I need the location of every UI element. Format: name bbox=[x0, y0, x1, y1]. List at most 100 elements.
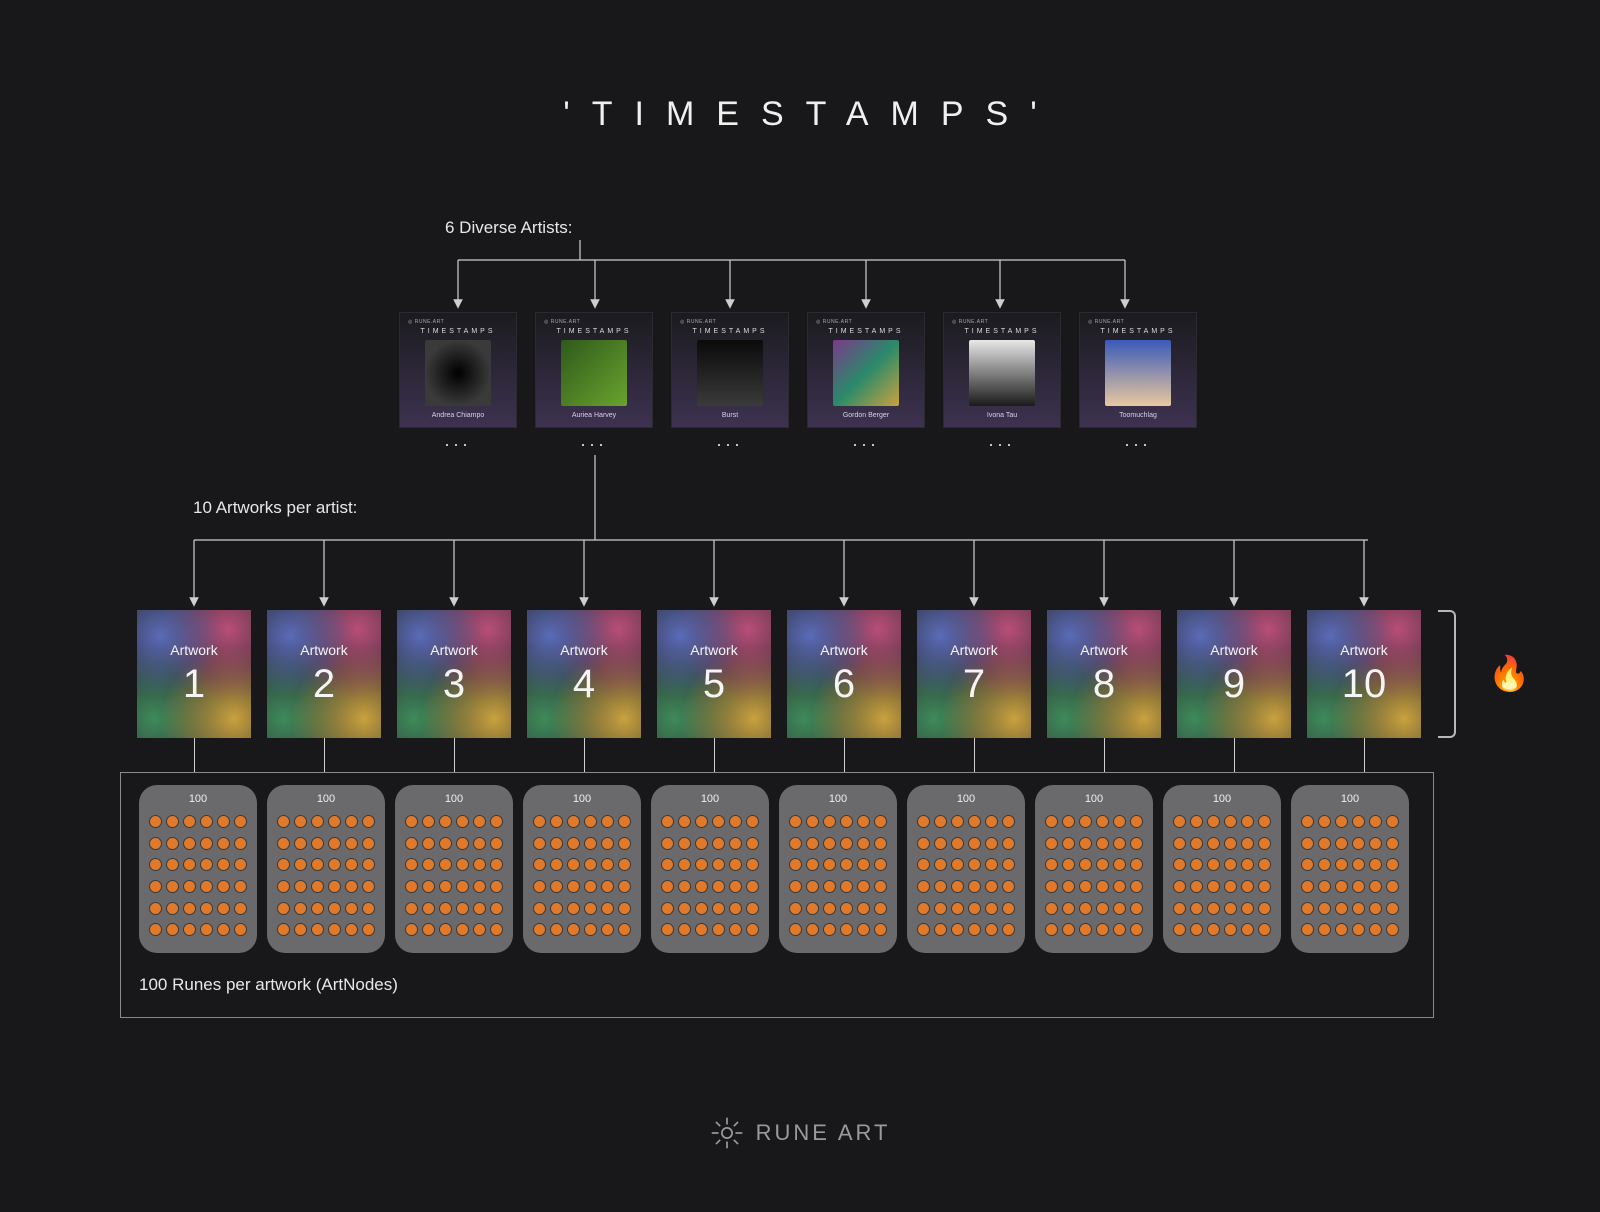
rune-dot bbox=[1318, 902, 1331, 915]
rune-dot bbox=[294, 858, 307, 871]
rune-dot bbox=[874, 858, 887, 871]
rune-dot bbox=[1335, 902, 1348, 915]
artist-card-brand: ◎ RUNE.ART bbox=[816, 319, 852, 325]
rune-dot bbox=[874, 880, 887, 893]
rune-dot bbox=[1258, 815, 1271, 828]
rune-dot bbox=[473, 858, 486, 871]
rune-dot bbox=[1335, 880, 1348, 893]
artwork-card: Artwork10 bbox=[1307, 610, 1421, 738]
rune-dot bbox=[234, 858, 247, 871]
rune-dot bbox=[857, 923, 870, 936]
rune-dot bbox=[439, 880, 452, 893]
rune-dot bbox=[951, 880, 964, 893]
rune-dot bbox=[712, 858, 725, 871]
rune-dot bbox=[601, 902, 614, 915]
rune-dot bbox=[1096, 815, 1109, 828]
rune-dot bbox=[1386, 902, 1399, 915]
rune-dot bbox=[584, 815, 597, 828]
rune-dot bbox=[618, 923, 631, 936]
rune-dot bbox=[917, 815, 930, 828]
rune-dot bbox=[678, 880, 691, 893]
rune-dot bbox=[661, 837, 674, 850]
rune-dot bbox=[345, 858, 358, 871]
rune-dot bbox=[1335, 858, 1348, 871]
rune-dot bbox=[1002, 858, 1015, 871]
rune-dot bbox=[1079, 902, 1092, 915]
rune-dot bbox=[1207, 902, 1220, 915]
artwork-label: Artwork bbox=[430, 642, 477, 658]
rune-dot bbox=[422, 923, 435, 936]
artist-thumbnail bbox=[425, 340, 491, 406]
artist-card-title: TIMESTAMPS bbox=[693, 328, 768, 335]
rune-dot bbox=[473, 923, 486, 936]
rune-dot bbox=[789, 858, 802, 871]
rune-dot bbox=[729, 815, 742, 828]
rune-dot bbox=[1224, 858, 1237, 871]
rune-dot bbox=[1130, 902, 1143, 915]
rune-dot bbox=[1369, 815, 1382, 828]
artwork-card: Artwork6 bbox=[787, 610, 901, 738]
artwork-label: Artwork bbox=[820, 642, 867, 658]
rune-dot bbox=[1130, 815, 1143, 828]
artist-card: ◎ RUNE.ARTTIMESTAMPSIvona Tau bbox=[943, 312, 1061, 428]
artwork-label: Artwork bbox=[560, 642, 607, 658]
rune-dot bbox=[1173, 880, 1186, 893]
rune-dot bbox=[1173, 923, 1186, 936]
rune-pod: 100 bbox=[651, 785, 769, 953]
rune-pod-count: 100 bbox=[1213, 793, 1231, 805]
rune-dot bbox=[1096, 858, 1109, 871]
footer-brand-text: RUNE ART bbox=[756, 1120, 891, 1146]
rune-dot bbox=[618, 902, 631, 915]
rune-dot bbox=[405, 923, 418, 936]
rune-dot bbox=[729, 837, 742, 850]
rune-dot bbox=[1224, 837, 1237, 850]
rune-dot bbox=[1318, 880, 1331, 893]
artist-ellipsis: ... bbox=[535, 430, 653, 451]
rune-dot bbox=[1318, 815, 1331, 828]
rune-dot bbox=[806, 923, 819, 936]
rune-dot bbox=[601, 923, 614, 936]
rune-dot bbox=[362, 923, 375, 936]
rune-dot bbox=[840, 923, 853, 936]
artwork-number: 7 bbox=[963, 662, 985, 707]
rune-dot bbox=[311, 902, 324, 915]
artwork-card: Artwork9 bbox=[1177, 610, 1291, 738]
rune-dot bbox=[1258, 923, 1271, 936]
connector-stub bbox=[917, 738, 1031, 772]
rune-dot bbox=[1207, 815, 1220, 828]
rune-pod-count: 100 bbox=[189, 793, 207, 805]
rune-dot bbox=[584, 923, 597, 936]
rune-dot bbox=[951, 837, 964, 850]
rune-dot bbox=[1190, 858, 1203, 871]
rune-grid bbox=[1045, 815, 1143, 941]
rune-dot bbox=[567, 880, 580, 893]
artwork-label: Artwork bbox=[1080, 642, 1127, 658]
artist-card-title: TIMESTAMPS bbox=[421, 328, 496, 335]
rune-dot bbox=[840, 880, 853, 893]
rune-dot bbox=[601, 837, 614, 850]
rune-dot bbox=[661, 858, 674, 871]
rune-dot bbox=[840, 815, 853, 828]
rune-dot bbox=[789, 837, 802, 850]
rune-dot bbox=[746, 858, 759, 871]
rune-dot bbox=[362, 880, 375, 893]
rune-dot bbox=[362, 858, 375, 871]
rune-dot bbox=[1258, 858, 1271, 871]
rune-dot bbox=[234, 815, 247, 828]
artwork-to-rune-connectors bbox=[137, 738, 1421, 772]
artist-card: ◎ RUNE.ARTTIMESTAMPSAuriea Harvey bbox=[535, 312, 653, 428]
rune-dot bbox=[1079, 923, 1092, 936]
rune-dot bbox=[1224, 902, 1237, 915]
rune-dot bbox=[917, 923, 930, 936]
rune-dot bbox=[422, 837, 435, 850]
rune-pod-count: 100 bbox=[829, 793, 847, 805]
rune-dot bbox=[490, 858, 503, 871]
rune-dot bbox=[294, 902, 307, 915]
rune-pod-count: 100 bbox=[701, 793, 719, 805]
rune-dot bbox=[823, 880, 836, 893]
rune-dot bbox=[473, 837, 486, 850]
rune-dot bbox=[968, 837, 981, 850]
rune-dot bbox=[217, 815, 230, 828]
rune-dot bbox=[1386, 858, 1399, 871]
rune-dot bbox=[439, 923, 452, 936]
